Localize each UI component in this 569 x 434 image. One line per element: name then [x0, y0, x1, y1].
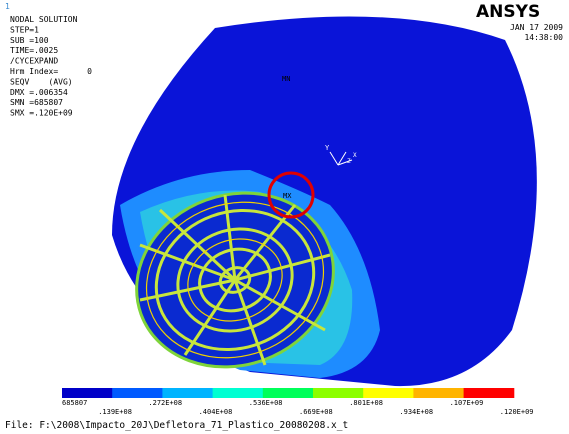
legend-label: .139E+08 [98, 408, 132, 416]
min-label: MN [282, 75, 290, 83]
legend-swatch [62, 388, 113, 398]
legend-swatch [162, 388, 214, 398]
legend-label: .120E+09 [500, 408, 534, 416]
legend-swatch [112, 388, 163, 398]
legend-label: .669E+08 [299, 408, 333, 416]
lattice [135, 191, 335, 369]
lattice-highlights [145, 201, 325, 359]
legend-swatch [463, 388, 515, 398]
header-line: NODAL SOLUTION [10, 15, 78, 24]
window-number: 1 [5, 2, 10, 11]
header-line: SUB =100 [10, 36, 49, 45]
header-line: /CYCEXPAND [10, 57, 58, 66]
legend-swatch [413, 388, 465, 398]
time: 14:38:00 [524, 33, 563, 42]
header-line: SMX =.120E+09 [10, 109, 73, 118]
triad-y: Y [325, 144, 330, 152]
highlight-circle [267, 171, 315, 219]
header-line: SMN =685807 [10, 98, 63, 107]
header-line: Hrm Index= 0 [10, 67, 92, 76]
date: JAN 17 2009 [510, 23, 563, 32]
legend-label: .536E+08 [249, 399, 283, 407]
logo: ANSYS [476, 2, 540, 22]
file-path: File: F:\2008\Impacto_20J\Defletora_71_P… [5, 420, 348, 431]
legend-swatch [313, 388, 364, 398]
legend-label: .934E+08 [399, 408, 433, 416]
max-label: MX [283, 192, 292, 200]
legend-label: .272E+08 [148, 399, 182, 407]
legend-label: .801E+08 [349, 399, 383, 407]
header-line: SEQV (AVG) [10, 77, 73, 86]
legend-swatch [363, 388, 414, 398]
legend-swatch [262, 388, 314, 398]
legend-label: .404E+08 [199, 408, 233, 416]
legend-swatch [212, 388, 264, 398]
legend-label: 685807 [62, 399, 87, 407]
legend-label: .107E+09 [450, 399, 484, 407]
triad-x: X [353, 152, 357, 159]
header-line: DMX =.006354 [10, 88, 68, 97]
header-line: TIME=.0025 [10, 46, 58, 55]
triad-z: Z [347, 158, 351, 165]
triad [329, 151, 353, 166]
header-line: STEP=1 [10, 25, 39, 34]
